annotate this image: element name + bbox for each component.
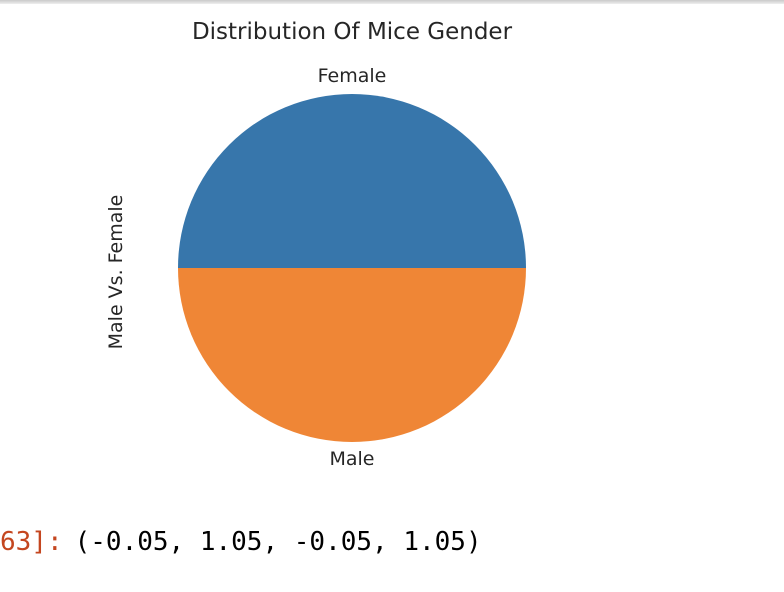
pie-labels: Female Male <box>318 65 387 470</box>
pie-label-male: Male <box>329 448 374 470</box>
pie-slices <box>178 94 526 442</box>
output-prompt: 63]: <box>0 527 63 557</box>
pie-label-female: Female <box>318 65 387 87</box>
pie-slice-male <box>178 268 526 442</box>
pie-chart: Distribution Of Mice Gender Male Vs. Fem… <box>105 19 526 470</box>
pie-slice-female <box>178 94 526 268</box>
cell-output: 63]: (-0.05, 1.05, -0.05, 1.05) <box>0 522 482 562</box>
output-value: (-0.05, 1.05, -0.05, 1.05) <box>74 527 482 557</box>
chart-title: Distribution Of Mice Gender <box>192 19 513 45</box>
y-axis-label: Male Vs. Female <box>105 195 127 350</box>
cell-top-border <box>0 0 784 4</box>
